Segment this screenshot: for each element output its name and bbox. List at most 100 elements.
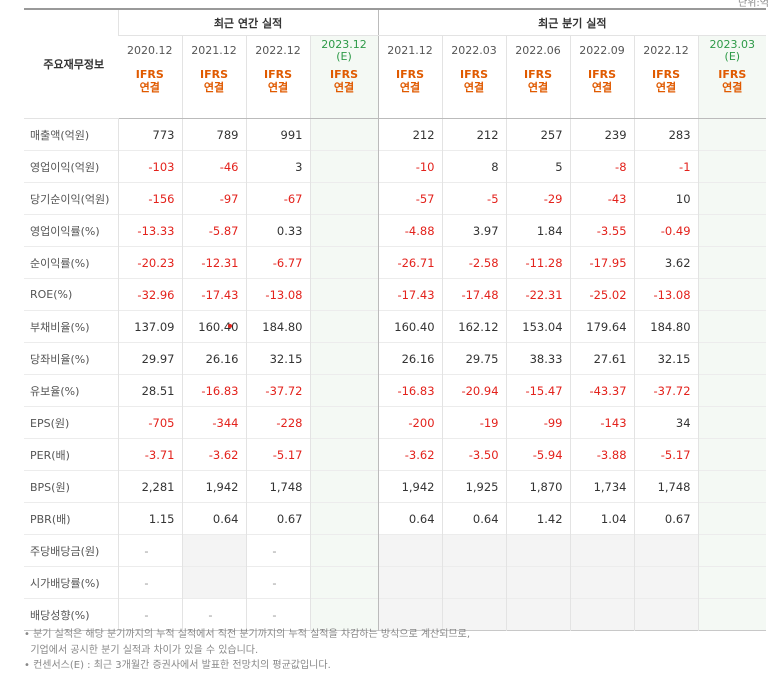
row-label: 순이익률(%) [30,256,90,270]
row-label: 영업이익(억원) [30,160,100,174]
table-cell [309,598,379,631]
table-cell: 0.64 [377,502,443,535]
table-cell: 1.42 [505,502,571,535]
row-label: PER(배) [30,448,70,462]
table-cell [697,470,767,503]
table-cell [309,502,379,535]
table-cell [309,342,379,375]
table-cell: 27.61 [569,342,635,375]
table-cell: 1.84 [505,214,571,247]
table-cell: -13.33 [117,214,182,247]
table-cell [309,438,379,471]
table-cell: 0.64 [441,502,507,535]
table-cell: -3.62 [181,438,246,471]
period-date: 2021.12 [387,44,433,57]
table-cell: -46 [181,150,246,183]
table-cell: -20.23 [117,246,182,279]
table-cell: -26.71 [377,246,443,279]
table-row: PBR(배) 1.15 0.64 0.67 0.64 0.64 1.42 1.04 0.67 [24,502,767,535]
period-header: 2022.12 [245,35,310,66]
table-cell: 239 [569,118,635,151]
basis-scope: 연결 [655,81,677,94]
row-label: BPS(원) [30,480,70,494]
table-row: 배당성향(%) - - - [24,598,767,631]
table-cell: -6.77 [245,246,310,279]
table-cell: -8 [569,150,635,183]
table-cell: -3.88 [569,438,635,471]
table-cell: 26.16 [377,342,443,375]
table-cell: 137.09 [117,310,182,343]
table-cell [697,598,767,631]
table-row: 시가배당률(%) - - [24,566,767,599]
row-label: 주당배당금(원) [30,544,100,558]
table-cell: -5.87 [181,214,246,247]
table-cell: -99 [505,406,571,439]
table-cell [697,342,767,375]
row-label: 부채비율(%) [30,320,90,334]
table-cell: -43 [569,182,635,215]
table-cell: 212 [377,118,443,151]
table-cell: 184.80 [633,310,699,343]
basis-scope: 연결 [722,81,743,94]
table-cell: -0.49 [633,214,699,247]
table-cell: -5.17 [633,438,699,471]
table-cell: 179.64 [569,310,635,343]
period-header: 2022.06 [505,35,571,66]
table-cell: 0.67 [633,502,699,535]
table-row: 부채비율(%) 137.09 160.40 184.80 160.40 162.12 153… [24,310,767,343]
table-cell [309,406,379,439]
table-cell: -13.08 [633,278,699,311]
table-cell: 162.12 [441,310,507,343]
unit-label: 단위:억 [738,0,769,9]
table-cell [309,182,379,215]
table-cell: -228 [245,406,310,439]
table-cell: -5.94 [505,438,571,471]
basis-standard: IFRS [524,68,553,81]
table-cell: -25.02 [569,278,635,311]
basis-header: IFRS 연결 [181,66,246,119]
table-cell: 0.33 [245,214,310,247]
table-cell: 29.75 [441,342,507,375]
period-date: 2022.06 [515,44,561,57]
table-cell [309,150,379,183]
basis-header: IFRS 연결 [118,66,182,119]
table-cell [697,310,767,343]
table-cell [181,534,246,567]
period-header: 2021.12 [377,35,443,66]
table-cell: -15.47 [505,374,571,407]
table-row: 유보율(%) 28.51 -16.83 -37.72 -16.83 -20.94 -15.4… [24,374,767,407]
quarter-header: 최근 분기 실적 [377,8,767,36]
table-cell [441,566,507,599]
table-cell: - [117,598,182,631]
basis-header: IFRS 연결 [441,66,507,119]
table-cell [377,566,443,599]
table-cell [633,566,699,599]
table-cell: -32.96 [117,278,182,311]
table-cell [697,534,767,567]
table-cell [697,406,767,439]
table-cell [309,534,379,567]
table-cell: 34 [633,406,699,439]
table-cell [633,598,699,631]
table-cell: -57 [377,182,443,215]
basis-standard: IFRS [330,68,358,81]
table-cell: -5 [441,182,507,215]
table-cell: 1,925 [441,470,507,503]
period-date: 2020.12 [127,44,173,57]
period-date: 2022.09 [579,44,625,57]
table-cell: 38.33 [505,342,571,375]
table-cell: -29 [505,182,571,215]
table-row: BPS(원) 2,281 1,942 1,748 1,942 1,925 1,870 1,73… [24,470,767,503]
table-cell: 0.64 [181,502,246,535]
table-row: 당좌비율(%) 29.97 26.16 32.15 26.16 29.75 38.33 27.… [24,342,767,375]
table-cell: 29.97 [117,342,182,375]
period-date: 2022.12 [643,44,689,57]
table-cell [697,374,767,407]
table-cell [181,566,246,599]
table-cell [569,598,635,631]
table-cell: 1,942 [181,470,246,503]
table-cell: - [245,598,310,631]
table-cell [377,534,443,567]
basis-header: IFRS 연결 [505,66,571,119]
table-cell: 26.16 [181,342,246,375]
